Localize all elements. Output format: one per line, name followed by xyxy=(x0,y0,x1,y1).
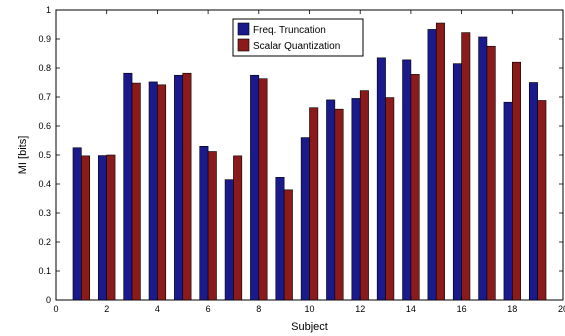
bar-scalar-quantization-subject-17 xyxy=(486,45,496,301)
bar-freq-truncation-subject-9 xyxy=(275,177,285,301)
bar-scalar-quantization-subject-14 xyxy=(410,74,420,301)
bar-freq-truncation-subject-13 xyxy=(376,57,386,301)
bar-freq-truncation-subject-10 xyxy=(300,137,310,301)
y-tick-label: 0.5 xyxy=(38,150,51,160)
bar-scalar-quantization-subject-1 xyxy=(81,155,91,301)
y-tick-label: 0.3 xyxy=(38,208,51,218)
y-axis: 0 0.1 0.2 0.3 0.4 0.5 0.6 0.7 0.8 0.9 1 xyxy=(38,5,563,305)
x-tick-label: 20 xyxy=(558,304,565,314)
bar-freq-truncation-subject-7 xyxy=(224,179,234,301)
bar-freq-truncation-subject-12 xyxy=(351,98,361,301)
bar-freq-truncation-subject-18 xyxy=(503,101,513,301)
y-tick-label: 0.9 xyxy=(38,34,51,44)
legend-box xyxy=(232,18,364,57)
bar-scalar-quantization-subject-18 xyxy=(511,61,521,301)
bar-freq-truncation-subject-14 xyxy=(402,59,412,301)
bar-freq-truncation-subject-19 xyxy=(528,82,538,301)
x-tick-label: 4 xyxy=(155,304,160,314)
legend-swatch-scalar-quantization xyxy=(237,38,250,52)
legend: Freq. Truncation Scalar Quantization xyxy=(232,18,364,57)
y-tick-label: 0 xyxy=(46,295,51,305)
x-tick-label: 6 xyxy=(206,304,211,314)
bar-scalar-quantization-subject-5 xyxy=(182,72,192,301)
y-tick-label: 0.8 xyxy=(38,63,51,73)
bar-freq-truncation-subject-3 xyxy=(123,72,133,301)
x-axis: 0 2 4 6 8 10 12 14 16 18 20 xyxy=(53,10,565,314)
bar-scalar-quantization-subject-15 xyxy=(435,22,445,301)
x-tick-label: 16 xyxy=(457,304,467,314)
legend-swatch-freq-truncation xyxy=(237,22,250,36)
y-tick-label: 0.4 xyxy=(38,179,51,189)
bar-scalar-quantization-subject-8 xyxy=(258,78,268,301)
bars-group xyxy=(72,22,547,301)
x-tick-label: 8 xyxy=(256,304,261,314)
bar-freq-truncation-subject-4 xyxy=(148,81,158,301)
y-tick-label: 1 xyxy=(46,5,51,15)
bar-freq-truncation-subject-16 xyxy=(452,63,462,301)
x-tick-label: 12 xyxy=(355,304,365,314)
bar-freq-truncation-subject-6 xyxy=(199,146,209,301)
y-tick-label: 0.7 xyxy=(38,92,51,102)
y-tick-label: 0.6 xyxy=(38,121,51,131)
y-tick-label: 0.1 xyxy=(38,266,51,276)
x-tick-label: 18 xyxy=(507,304,517,314)
bar-scalar-quantization-subject-3 xyxy=(131,82,141,301)
x-tick-label: 14 xyxy=(406,304,416,314)
bar-scalar-quantization-subject-7 xyxy=(233,155,243,301)
bar-scalar-quantization-subject-10 xyxy=(309,107,319,301)
y-tick-label: 0.2 xyxy=(38,237,51,247)
bar-freq-truncation-subject-5 xyxy=(174,74,184,301)
bar-scalar-quantization-subject-16 xyxy=(461,32,471,301)
legend-label-scalar-quantization: Scalar Quantization xyxy=(253,41,340,52)
bar-scalar-quantization-subject-9 xyxy=(283,189,293,301)
bar-scalar-quantization-subject-12 xyxy=(359,90,369,301)
bar-scalar-quantization-subject-4 xyxy=(157,84,167,301)
y-axis-title: MI [bits] xyxy=(17,136,29,175)
bar-scalar-quantization-subject-19 xyxy=(537,100,547,301)
bar-scalar-quantization-subject-6 xyxy=(207,151,217,301)
bar-freq-truncation-subject-11 xyxy=(326,99,336,301)
bar-freq-truncation-subject-2 xyxy=(98,155,108,301)
x-tick-label: 0 xyxy=(53,304,58,314)
x-tick-label: 2 xyxy=(104,304,109,314)
x-axis-title: Subject xyxy=(291,321,328,333)
x-tick-label: 10 xyxy=(304,304,314,314)
bar-freq-truncation-subject-15 xyxy=(427,29,437,301)
bar-freq-truncation-subject-1 xyxy=(72,147,82,301)
bar-scalar-quantization-subject-11 xyxy=(334,108,344,301)
bar-scalar-quantization-subject-13 xyxy=(385,97,395,301)
legend-label-freq-truncation: Freq. Truncation xyxy=(253,25,326,36)
bar-freq-truncation-subject-8 xyxy=(250,74,260,301)
bar-freq-truncation-subject-17 xyxy=(478,36,488,301)
bar-scalar-quantization-subject-2 xyxy=(106,154,116,301)
